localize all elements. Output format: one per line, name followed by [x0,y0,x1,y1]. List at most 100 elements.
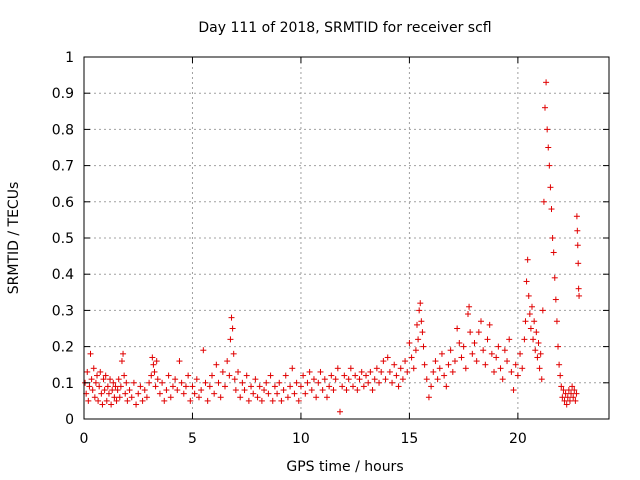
data-point [570,394,577,401]
data-point [547,184,554,191]
data-point [153,358,160,365]
data-point [356,376,363,383]
data-point [553,318,560,325]
data-point [412,347,419,354]
data-point [404,368,411,375]
data-point [211,390,218,397]
data-point [117,383,124,390]
data-point [462,365,469,372]
data-point [449,368,456,375]
data-point [276,379,283,386]
data-point [512,361,519,368]
data-point [445,361,452,368]
data-point [482,361,489,368]
data-point [536,365,543,372]
data-point [104,383,111,390]
data-point [105,390,112,397]
data-point [574,227,581,234]
data-point [467,329,474,336]
data-point [297,383,304,390]
x-tick-label: 20 [509,431,527,447]
data-point [415,336,422,343]
data-point [527,325,534,332]
data-point [386,368,393,375]
data-point [557,372,564,379]
data-point [315,379,322,386]
data-point [313,394,320,401]
data-point [323,394,330,401]
data-point [280,387,287,394]
data-point [384,354,391,361]
data-point [156,390,163,397]
data-point [235,368,242,375]
data-point [215,379,222,386]
data-point [510,387,517,394]
data-point [418,318,425,325]
data-point [552,296,559,303]
data-point [146,379,153,386]
data-point [263,379,270,386]
data-point [526,311,533,318]
data-point [402,358,409,365]
data-point [499,376,506,383]
chart-title: Day 111 of 2018, SRMTID for receiver scf… [198,20,491,36]
data-point [163,387,170,394]
data-point [113,397,120,404]
data-point [265,390,272,397]
data-point [473,358,480,365]
data-point [519,365,526,372]
data-point [573,213,580,220]
data-point [488,350,495,357]
data-point [308,387,315,394]
data-point [111,394,118,401]
data-point [120,350,127,357]
data-point [278,397,285,404]
data-point [306,368,313,375]
data-point [187,397,194,404]
data-point [291,390,298,397]
data-point [460,343,467,350]
data-point [350,383,357,390]
data-point [339,383,346,390]
data-point [267,372,274,379]
data-point [182,383,189,390]
data-point [295,397,302,404]
data-point [141,387,148,394]
data-point [365,379,372,386]
data-point [282,372,289,379]
data-point [471,339,478,346]
data-point [130,379,137,386]
data-point [256,383,263,390]
data-point [506,336,513,343]
data-point [84,368,91,375]
data-point [326,383,333,390]
data-point [151,368,158,375]
data-point [254,394,261,401]
data-point [480,347,487,354]
data-point [352,372,359,379]
data-point [524,256,531,263]
data-point [332,376,339,383]
data-point [571,387,578,394]
data-point [469,350,476,357]
data-point [243,372,250,379]
data-point [321,376,328,383]
data-point [191,390,198,397]
data-point [228,314,235,321]
data-point [200,347,207,354]
ticks-layer: 00.10.20.30.40.50.60.70.80.910 5 10 15 20 [52,50,609,447]
data-point [245,397,252,404]
data-point [112,383,119,390]
data-point [317,368,324,375]
data-point [425,394,432,401]
data-point [239,379,246,386]
x-tick-label: 0 [80,431,89,447]
data-point [86,383,93,390]
data-point [358,368,365,375]
data-point [219,368,226,375]
data-point [178,379,185,386]
data-point [103,397,110,404]
data-point [573,390,580,397]
data-point [248,383,255,390]
data-point [345,376,352,383]
